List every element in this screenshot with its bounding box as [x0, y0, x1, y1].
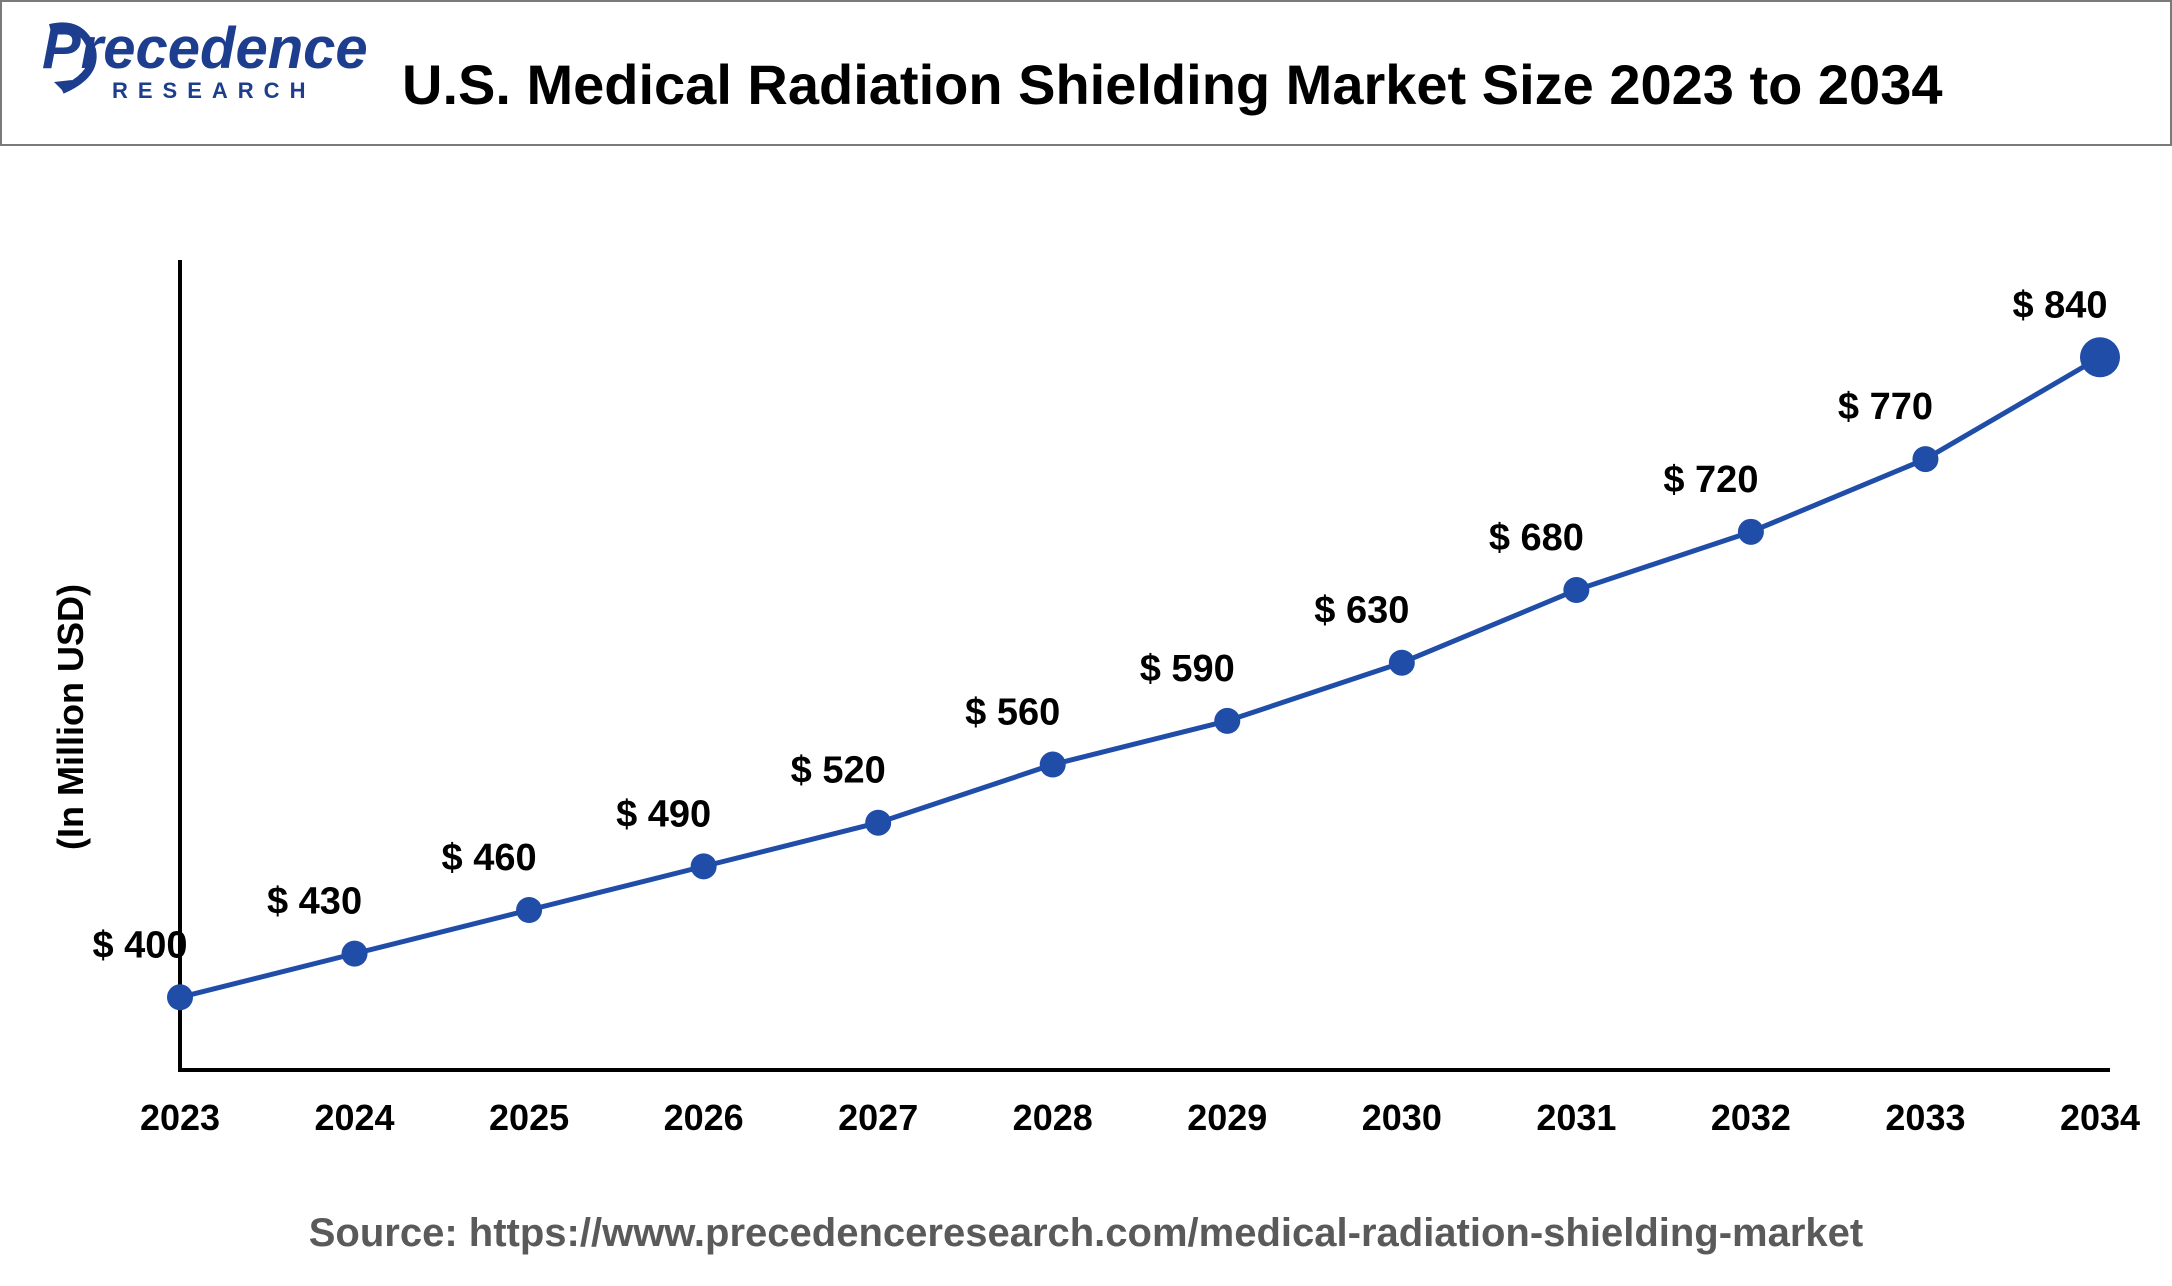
data-marker [2080, 337, 2120, 377]
brand-logo: Precedence RESEARCH [42, 20, 382, 130]
value-label: $ 770 [1838, 386, 1933, 428]
value-label: $ 430 [267, 881, 362, 923]
data-marker [1912, 446, 1938, 472]
data-marker [1040, 752, 1066, 778]
x-tick-label: 2030 [1362, 1097, 1442, 1138]
line-chart-svg: $ 400 2023 $ 430 2024 $ 460 2025 $ 490 2026 $ 52… [20, 150, 2152, 1286]
chart-container: Precedence RESEARCH U.S. Medical Radiati… [0, 0, 2172, 1286]
value-label: $ 520 [791, 750, 886, 792]
value-label: $ 560 [965, 692, 1060, 734]
x-tick-label: 2031 [1536, 1097, 1616, 1138]
chart-title: U.S. Medical Radiation Shielding Market … [402, 52, 1943, 117]
header: Precedence RESEARCH U.S. Medical Radiati… [0, 0, 2172, 146]
data-marker [342, 941, 368, 967]
x-tick-label: 2027 [838, 1097, 918, 1138]
data-marker [167, 984, 193, 1010]
data-marker [516, 897, 542, 923]
value-label: $ 590 [1140, 648, 1235, 690]
x-tick-label: 2025 [489, 1097, 569, 1138]
value-label: $ 720 [1663, 459, 1758, 501]
x-tick-label: 2033 [1885, 1097, 1965, 1138]
x-tick-label: 2026 [664, 1097, 744, 1138]
x-tick-label: 2034 [2060, 1097, 2140, 1138]
value-label: $ 840 [2012, 284, 2107, 326]
value-label: $ 460 [442, 837, 537, 879]
data-marker [1738, 519, 1764, 545]
data-marker [1389, 650, 1415, 676]
x-tick-label: 2029 [1187, 1097, 1267, 1138]
x-tick-label: 2032 [1711, 1097, 1791, 1138]
chart-region: (In Million USD) $ 4002023$ 4302024$ 460… [20, 150, 2152, 1286]
data-marker [865, 810, 891, 836]
value-label: $ 400 [92, 924, 187, 966]
data-marker [691, 853, 717, 879]
x-tick-label: 2024 [314, 1097, 394, 1138]
logo-sub-text: RESEARCH [112, 78, 382, 104]
data-marker [1563, 577, 1589, 603]
source-attribution: Source: https://www.precedenceresearch.c… [0, 1211, 2172, 1256]
value-label: $ 630 [1314, 590, 1409, 632]
logo-ornament-icon [42, 20, 102, 100]
value-label: $ 680 [1489, 517, 1584, 559]
x-tick-label: 2023 [140, 1097, 220, 1138]
value-label: $ 490 [616, 793, 711, 835]
data-marker [1214, 708, 1240, 734]
x-tick-label: 2028 [1013, 1097, 1093, 1138]
